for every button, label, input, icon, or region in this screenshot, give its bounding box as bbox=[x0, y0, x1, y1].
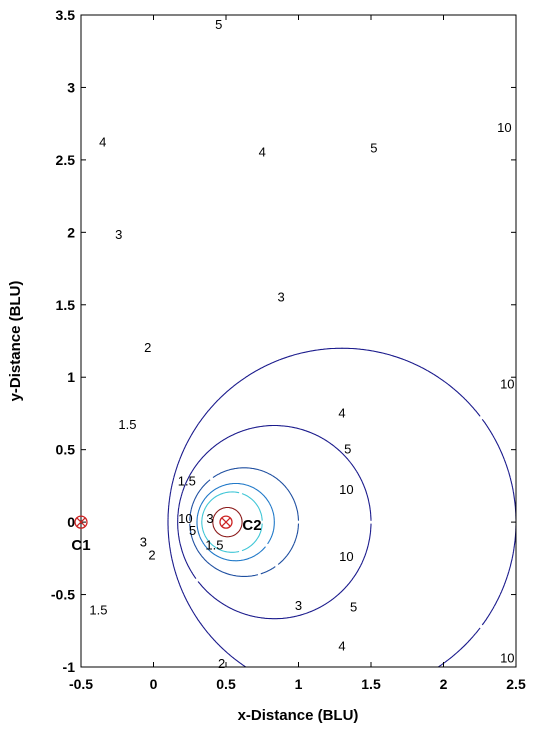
electrode-label: C1 bbox=[71, 537, 90, 554]
contour-level-label: 10 bbox=[500, 650, 514, 665]
contour-level-label: 3 bbox=[115, 227, 122, 242]
y-tick-label: 2 bbox=[67, 224, 75, 240]
x-tick-label: -0.5 bbox=[69, 676, 93, 692]
y-tick-label: 1.5 bbox=[56, 297, 76, 313]
x-tick-label: 1.5 bbox=[361, 676, 381, 692]
contour-level-label: 2 bbox=[218, 656, 225, 671]
contour-level-label: 3 bbox=[140, 534, 147, 549]
x-tick-label: 0 bbox=[150, 676, 158, 692]
x-tick-label: 0.5 bbox=[216, 676, 236, 692]
contour-level-label: 2 bbox=[144, 340, 151, 355]
axis-ticks: -0.5 0 0.5 1 1.5 2 2.5-1-0.500.511.522.533.5 bbox=[51, 7, 526, 692]
x-tick-label: 2.5 bbox=[506, 676, 526, 692]
x-tick-label: 1 bbox=[295, 676, 303, 692]
y-tick-label: 0 bbox=[67, 514, 75, 530]
contour-level-label: 4 bbox=[338, 639, 345, 654]
y-tick-label: 3 bbox=[67, 79, 75, 95]
contour-level-label: 10 bbox=[500, 376, 514, 391]
electrode-marker bbox=[219, 515, 233, 529]
y-tick-label: 1 bbox=[67, 369, 75, 385]
contour-line-level-2 bbox=[189, 467, 300, 577]
contour-lines bbox=[167, 347, 516, 667]
contour-level-label: 5 bbox=[189, 523, 196, 538]
contour-level-label: 4 bbox=[99, 135, 106, 150]
x-axis-label: x-Distance (BLU) bbox=[238, 707, 359, 724]
electrode-markers: C1 C2 bbox=[71, 515, 262, 554]
contour-level-label: 5 bbox=[370, 140, 377, 155]
electrode-cross bbox=[221, 517, 231, 527]
electrode-marker bbox=[74, 515, 88, 529]
contour-level-label: 5 bbox=[350, 600, 357, 615]
y-tick-label: 3.5 bbox=[56, 7, 76, 23]
contour-level-label: 1.5 bbox=[178, 474, 196, 489]
contour-level-label: 3 bbox=[206, 511, 213, 526]
y-tick-label: 0.5 bbox=[56, 442, 76, 458]
y-tick-label: -1 bbox=[63, 659, 76, 675]
x-tick-label: 2 bbox=[440, 676, 448, 692]
contour-level-label: 3 bbox=[277, 290, 284, 305]
contour-level-label: 10 bbox=[178, 511, 192, 526]
contour-line-level-0 bbox=[167, 347, 516, 667]
contour-level-label: 10 bbox=[339, 549, 353, 564]
contour-level-label: 5 bbox=[215, 17, 222, 32]
contour-level-label: 2 bbox=[148, 547, 155, 562]
contour-level-label: 1.5 bbox=[205, 537, 223, 552]
contour-level-label: 10 bbox=[497, 120, 511, 135]
contour-level-label: 4 bbox=[259, 145, 266, 160]
contour-level-label: 1.5 bbox=[89, 602, 107, 617]
contour-line-level-4 bbox=[201, 491, 263, 553]
y-tick-label: -0.5 bbox=[51, 587, 75, 603]
electrode-label: C2 bbox=[242, 517, 261, 534]
contour-line-level-3 bbox=[196, 482, 275, 562]
electrode-cross bbox=[76, 517, 86, 527]
y-axis-label: y-Distance (BLU) bbox=[7, 281, 24, 402]
contour-level-label: 10 bbox=[339, 482, 353, 497]
y-tick-label: 2.5 bbox=[56, 152, 76, 168]
contour-level-label: 1.5 bbox=[118, 417, 136, 432]
contour-level-label: 4 bbox=[338, 405, 345, 420]
contour-level-label: 5 bbox=[344, 442, 351, 457]
contour-line-level-1 bbox=[177, 424, 372, 620]
contour-line-level-5 bbox=[212, 506, 243, 538]
contour-level-label: 3 bbox=[295, 598, 302, 613]
